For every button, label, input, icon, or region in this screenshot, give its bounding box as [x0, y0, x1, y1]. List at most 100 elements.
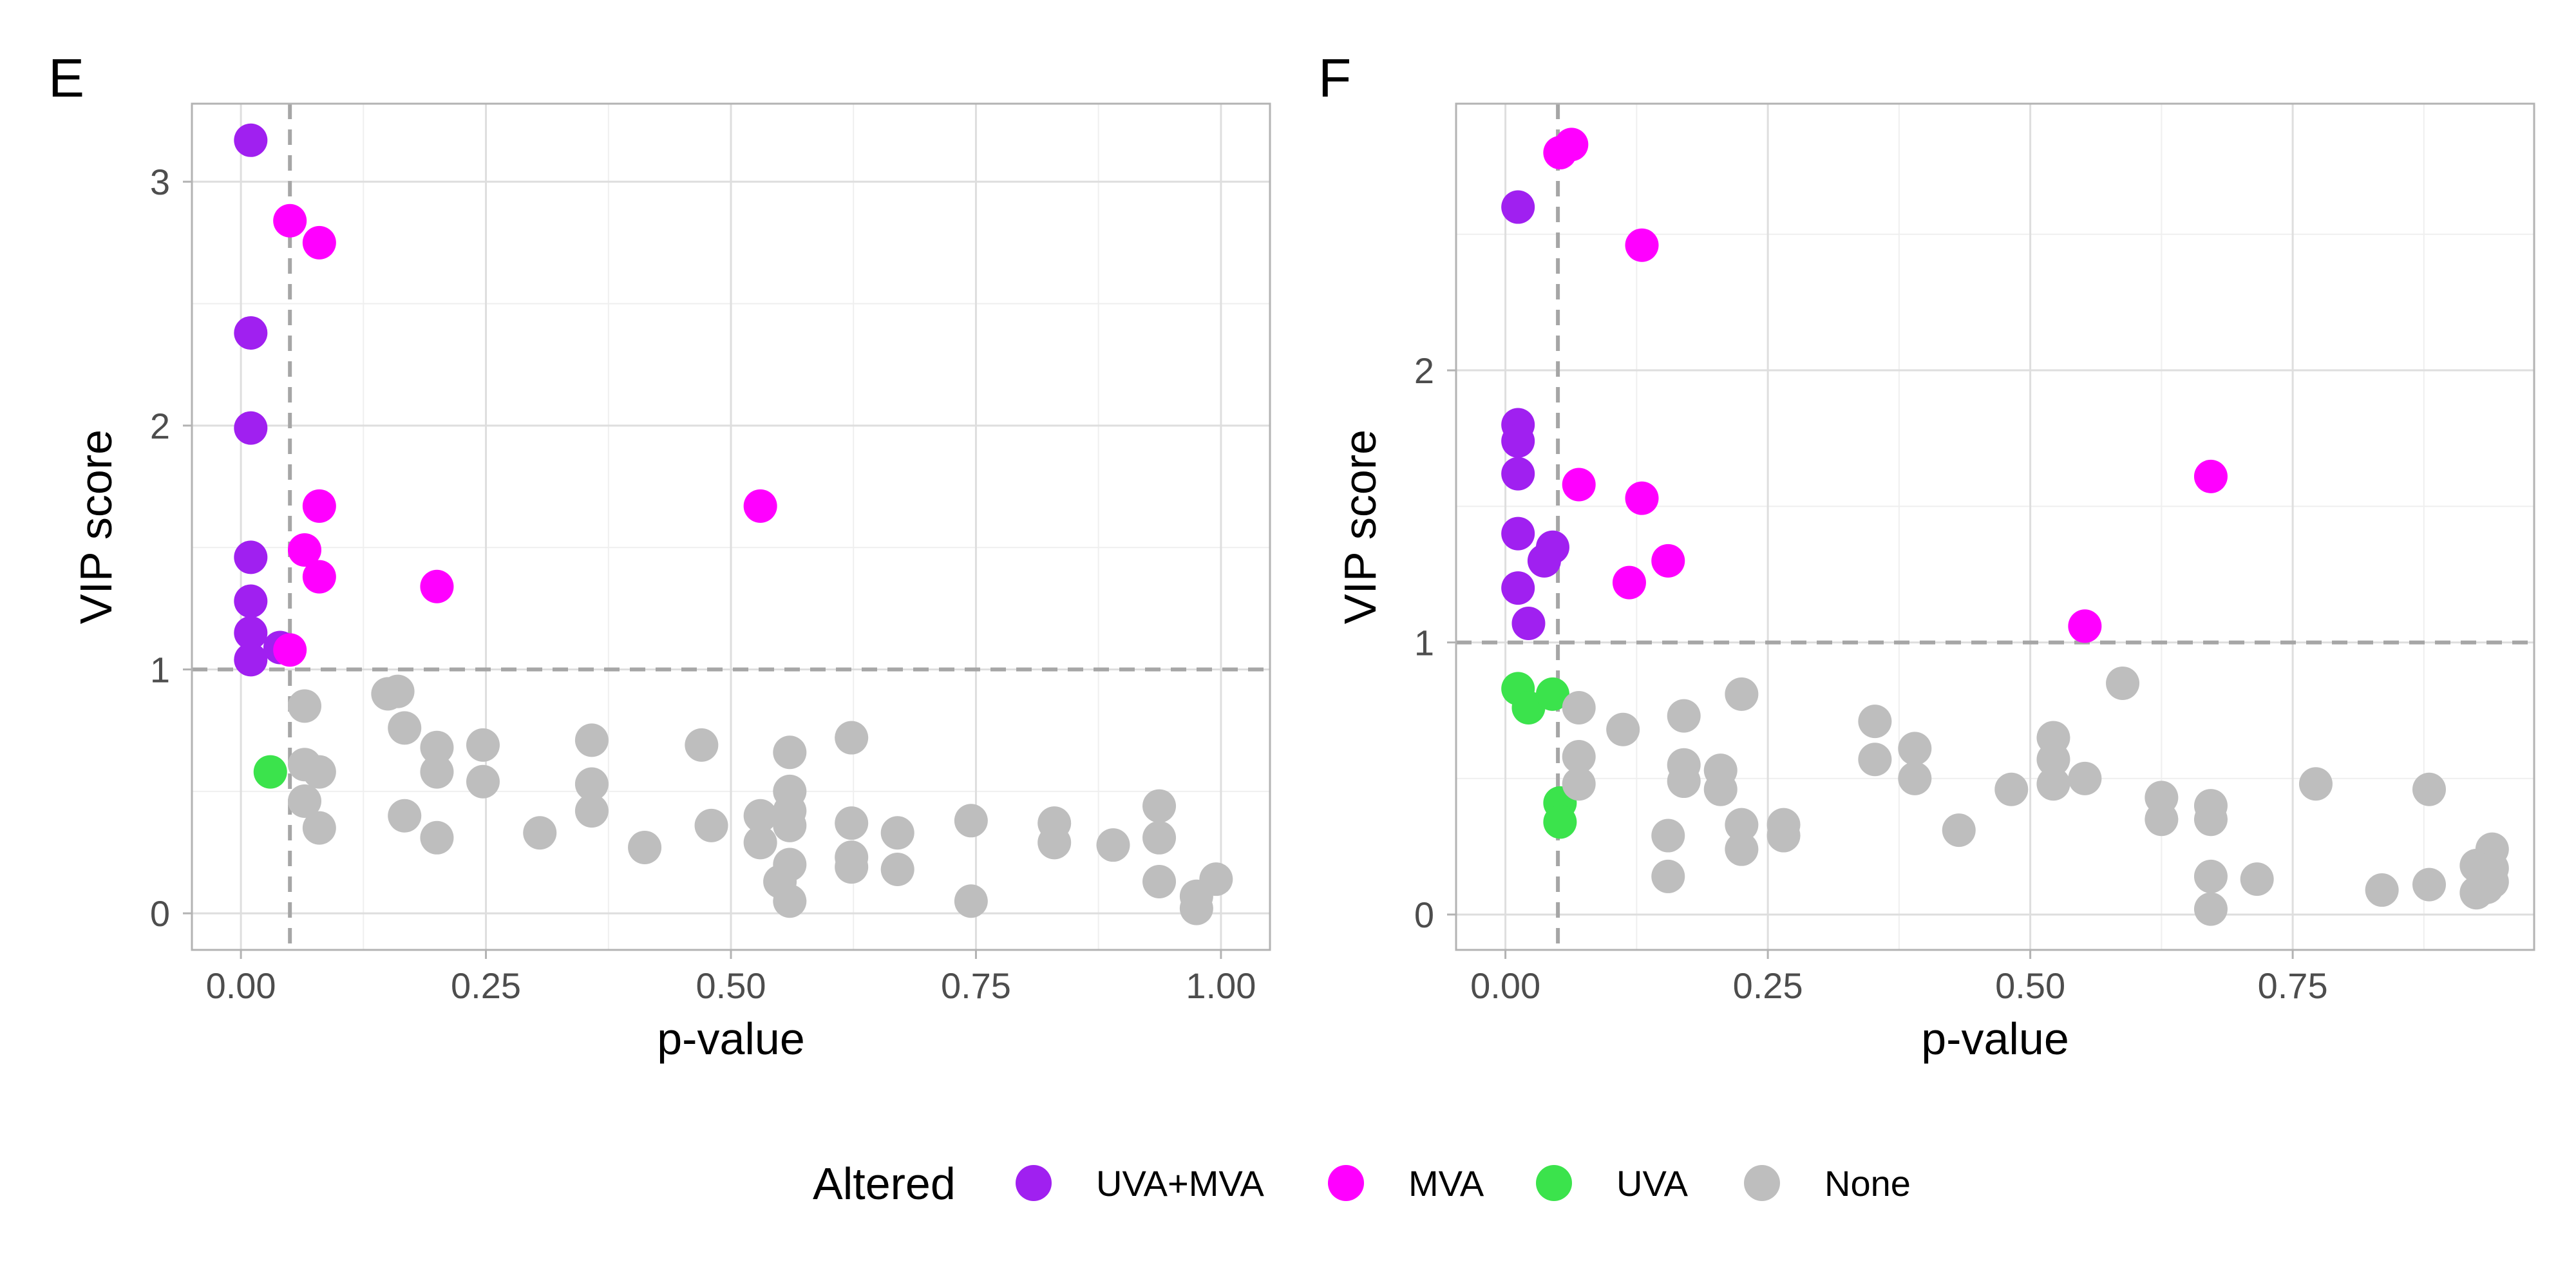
- data-point: [1527, 544, 1561, 578]
- data-point: [234, 616, 268, 650]
- data-point: [234, 123, 268, 157]
- data-point: [1501, 424, 1535, 458]
- data-point: [835, 850, 869, 884]
- panel-border: [191, 102, 1271, 951]
- data-point: [1858, 705, 1892, 739]
- data-point: [234, 540, 268, 574]
- data-point: [234, 643, 268, 677]
- data-point: [1725, 677, 1759, 711]
- data-point: [302, 489, 336, 523]
- x-axis-title: p-value: [657, 1014, 805, 1064]
- y-tick-label: 2: [150, 406, 170, 446]
- x-tick-label: 0.75: [941, 965, 1011, 1006]
- data-point: [1942, 813, 1976, 848]
- data-point: [1501, 457, 1535, 491]
- data-point: [880, 816, 914, 850]
- data-point: [466, 764, 500, 799]
- data-point: [880, 853, 914, 887]
- data-point: [1562, 767, 1596, 801]
- y-tick-label: 0: [150, 893, 170, 934]
- data-point: [1543, 805, 1577, 839]
- legend-label: MVA: [1408, 1163, 1484, 1204]
- data-point: [381, 674, 415, 708]
- data-point: [2145, 802, 2179, 837]
- data-point: [420, 569, 454, 603]
- x-tick-label: 0.50: [696, 965, 766, 1006]
- data-point: [420, 730, 454, 764]
- y-tick-label: 1: [150, 650, 170, 690]
- data-point: [1037, 826, 1072, 860]
- data-point: [1667, 699, 1701, 733]
- legend-swatch-none: [1744, 1165, 1780, 1201]
- data-point: [1994, 772, 2029, 806]
- data-point: [234, 411, 268, 445]
- data-point: [253, 755, 287, 789]
- legend-label: None: [1824, 1163, 1911, 1204]
- data-point: [1651, 819, 1685, 853]
- legend-swatch-uva: [1536, 1165, 1572, 1201]
- data-point: [2068, 609, 2102, 643]
- data-point: [302, 225, 336, 260]
- data-point: [574, 767, 609, 801]
- data-point: [302, 755, 336, 789]
- data-point: [2475, 865, 2509, 899]
- data-point: [1858, 743, 1892, 777]
- data-point: [1651, 859, 1685, 893]
- data-point: [1535, 677, 1569, 711]
- data-point: [954, 804, 988, 838]
- data-point: [273, 633, 307, 667]
- data-point: [1562, 740, 1596, 774]
- data-point: [773, 848, 807, 882]
- data-point: [1501, 190, 1535, 224]
- data-point: [1142, 789, 1177, 823]
- data-point: [1142, 820, 1177, 855]
- data-point: [2193, 459, 2228, 493]
- legend: Altered UVA+MVA MVA UVA None: [813, 1159, 1911, 1209]
- x-tick-label: 0.00: [1470, 965, 1540, 1006]
- data-point: [234, 584, 268, 618]
- data-point: [1625, 481, 1659, 515]
- y-axis-title: VIP score: [1335, 430, 1385, 624]
- data-point: [2068, 761, 2102, 795]
- panel-f: 0.00 0.25 0.50 0.75 0 1 2 p-value VIP score F: [1318, 48, 2535, 1064]
- data-point: [773, 735, 807, 770]
- data-point: [1625, 228, 1659, 262]
- data-point: [743, 489, 777, 523]
- x-tick-label: 0.00: [206, 965, 276, 1006]
- data-point: [1562, 468, 1596, 502]
- legend-swatch-uva-mva: [1016, 1165, 1052, 1201]
- data-point: [2036, 743, 2070, 777]
- data-point: [1501, 516, 1535, 551]
- data-point: [685, 728, 719, 762]
- x-tick-label: 0.25: [1733, 965, 1803, 1006]
- y-axis-title: VIP score: [71, 430, 121, 624]
- y-tick-label: 3: [150, 162, 170, 202]
- legend-title: Altered: [813, 1159, 956, 1209]
- x-tick-label: 0.75: [2258, 965, 2328, 1006]
- data-point: [288, 784, 322, 819]
- x-tick-label: 0.25: [451, 965, 521, 1006]
- data-point: [1898, 732, 1932, 766]
- data-point: [628, 830, 662, 864]
- data-point: [773, 884, 807, 918]
- data-point: [835, 806, 869, 840]
- data-point: [694, 808, 728, 842]
- data-point: [2036, 767, 2070, 801]
- data-point: [1651, 544, 1685, 578]
- panel-e: 0.00 0.25 0.50 0.75 1.00 0 1 2 3 p-value VIP score…: [48, 48, 1271, 1064]
- data-point: [302, 560, 336, 594]
- data-point: [954, 884, 988, 918]
- data-point: [1501, 571, 1535, 605]
- data-point: [1612, 565, 1646, 600]
- data-point: [302, 811, 336, 845]
- data-point: [388, 799, 422, 833]
- data-point: [743, 826, 777, 860]
- data-point: [1096, 828, 1130, 862]
- legend-label: UVA+MVA: [1096, 1163, 1265, 1204]
- data-point: [523, 816, 557, 850]
- data-point: [420, 820, 454, 855]
- data-point: [2193, 859, 2228, 893]
- data-point: [1142, 864, 1177, 898]
- data-point: [273, 204, 307, 238]
- data-point: [466, 728, 500, 762]
